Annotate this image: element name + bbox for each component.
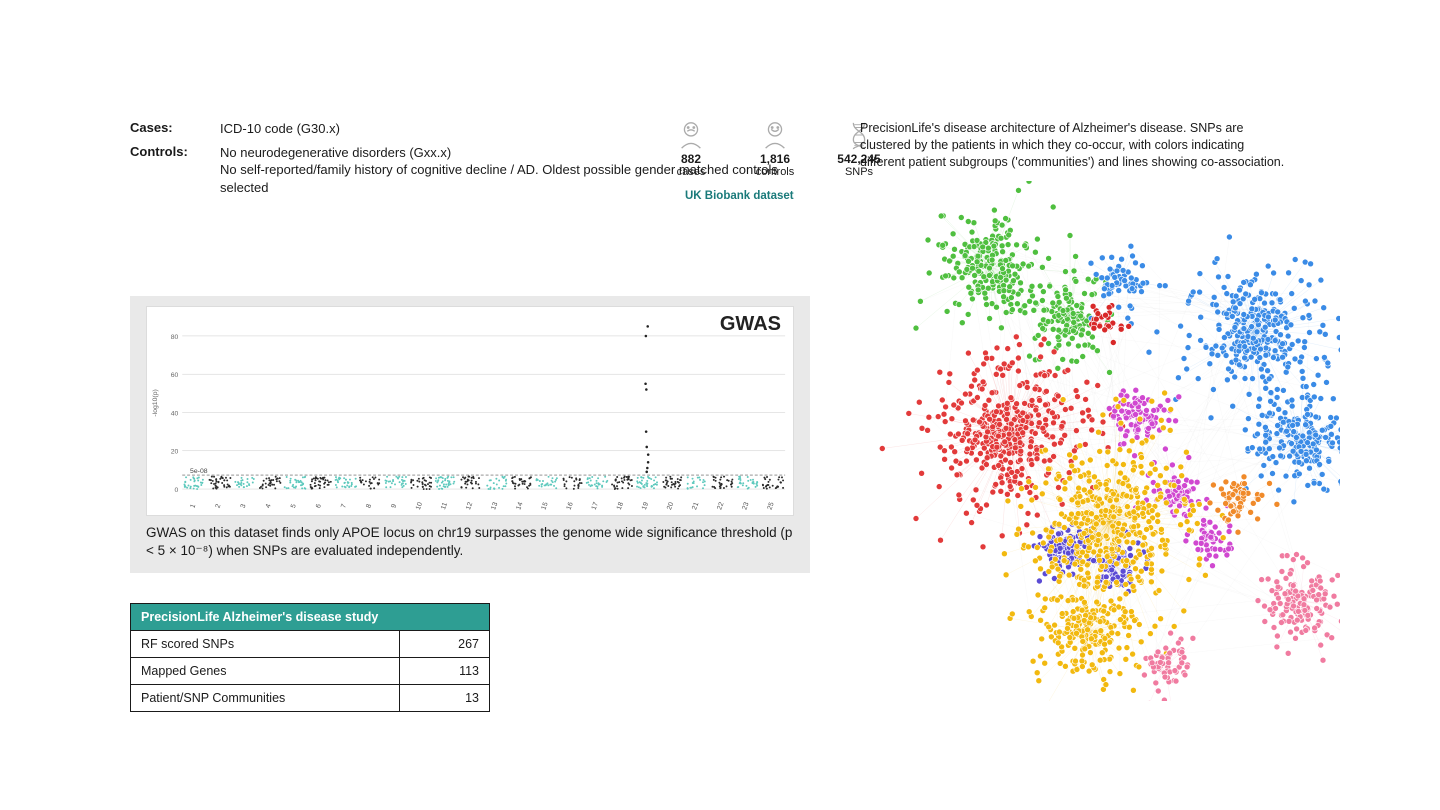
gwas-caption: GWAS on this dataset finds only APOE loc… xyxy=(146,524,794,560)
cases-label: cases xyxy=(677,166,706,178)
svg-text:8: 8 xyxy=(365,503,373,509)
study-row-label: Patient/SNP Communities xyxy=(131,684,400,711)
svg-text:22: 22 xyxy=(716,501,725,511)
svg-text:19: 19 xyxy=(641,501,650,511)
svg-text:5: 5 xyxy=(290,503,298,509)
controls-def-label: Controls: xyxy=(130,144,220,197)
right-column: PrecisionLife's disease architecture of … xyxy=(860,120,1340,701)
svg-text:17: 17 xyxy=(591,501,600,511)
svg-text:4: 4 xyxy=(265,503,273,509)
svg-text:6: 6 xyxy=(315,503,323,509)
person-sad-icon xyxy=(676,120,706,150)
svg-text:14: 14 xyxy=(515,501,524,511)
study-row-label: Mapped Genes xyxy=(131,657,400,684)
cases-def-label: Cases: xyxy=(130,120,220,138)
svg-text:2: 2 xyxy=(215,503,223,509)
svg-text:13: 13 xyxy=(490,501,499,511)
svg-text:-log10(p): -log10(p) xyxy=(152,389,159,416)
study-row-value: 113 xyxy=(400,657,490,684)
svg-text:15: 15 xyxy=(540,501,549,511)
svg-text:3: 3 xyxy=(240,503,248,509)
svg-text:16: 16 xyxy=(566,501,575,511)
svg-text:21: 21 xyxy=(691,501,700,511)
person-happy-icon xyxy=(760,120,790,150)
gwas-panel: GWAS 020406080-log10(p)5e-08123456789101… xyxy=(130,296,810,572)
stat-controls: 1,816 controls xyxy=(744,120,806,178)
svg-text:25: 25 xyxy=(767,501,776,511)
svg-text:20: 20 xyxy=(666,501,675,511)
controls-number: 1,816 xyxy=(760,152,790,166)
network-caption: PrecisionLife's disease architecture of … xyxy=(860,120,1290,171)
stat-cases: 882 cases xyxy=(660,120,722,178)
study-table-header: PrecisionLife Alzheimer's disease study xyxy=(131,603,490,630)
cases-number: 882 xyxy=(681,152,701,166)
left-column: 882 cases 1,816 controls 542,245 SNPs UK… xyxy=(130,120,810,712)
network-svg xyxy=(860,181,1340,701)
svg-text:5e-08: 5e-08 xyxy=(190,468,208,475)
svg-text:0: 0 xyxy=(175,487,179,494)
study-table: PrecisionLife Alzheimer's disease study … xyxy=(130,603,490,712)
study-row-value: 267 xyxy=(400,630,490,657)
svg-text:18: 18 xyxy=(616,501,625,511)
manhattan-plot-svg: 020406080-log10(p)5e-0812345678910111213… xyxy=(147,307,793,513)
controls-label: controls xyxy=(756,166,795,178)
manhattan-plot: GWAS 020406080-log10(p)5e-08123456789101… xyxy=(146,306,794,516)
svg-text:12: 12 xyxy=(465,501,474,511)
dataset-label: UK Biobank dataset xyxy=(685,190,794,202)
svg-text:7: 7 xyxy=(340,503,348,509)
svg-text:10: 10 xyxy=(415,501,424,511)
study-row-value: 13 xyxy=(400,684,490,711)
svg-text:40: 40 xyxy=(171,411,179,418)
svg-text:20: 20 xyxy=(171,449,179,456)
study-row-label: RF scored SNPs xyxy=(131,630,400,657)
svg-text:1: 1 xyxy=(189,503,197,509)
network-diagram xyxy=(860,181,1340,701)
svg-text:9: 9 xyxy=(390,503,398,509)
svg-text:60: 60 xyxy=(171,372,179,379)
svg-text:23: 23 xyxy=(741,501,750,511)
svg-text:11: 11 xyxy=(440,502,449,511)
stats-row: 882 cases 1,816 controls 542,245 SNPs xyxy=(660,120,890,178)
svg-text:80: 80 xyxy=(171,334,179,341)
